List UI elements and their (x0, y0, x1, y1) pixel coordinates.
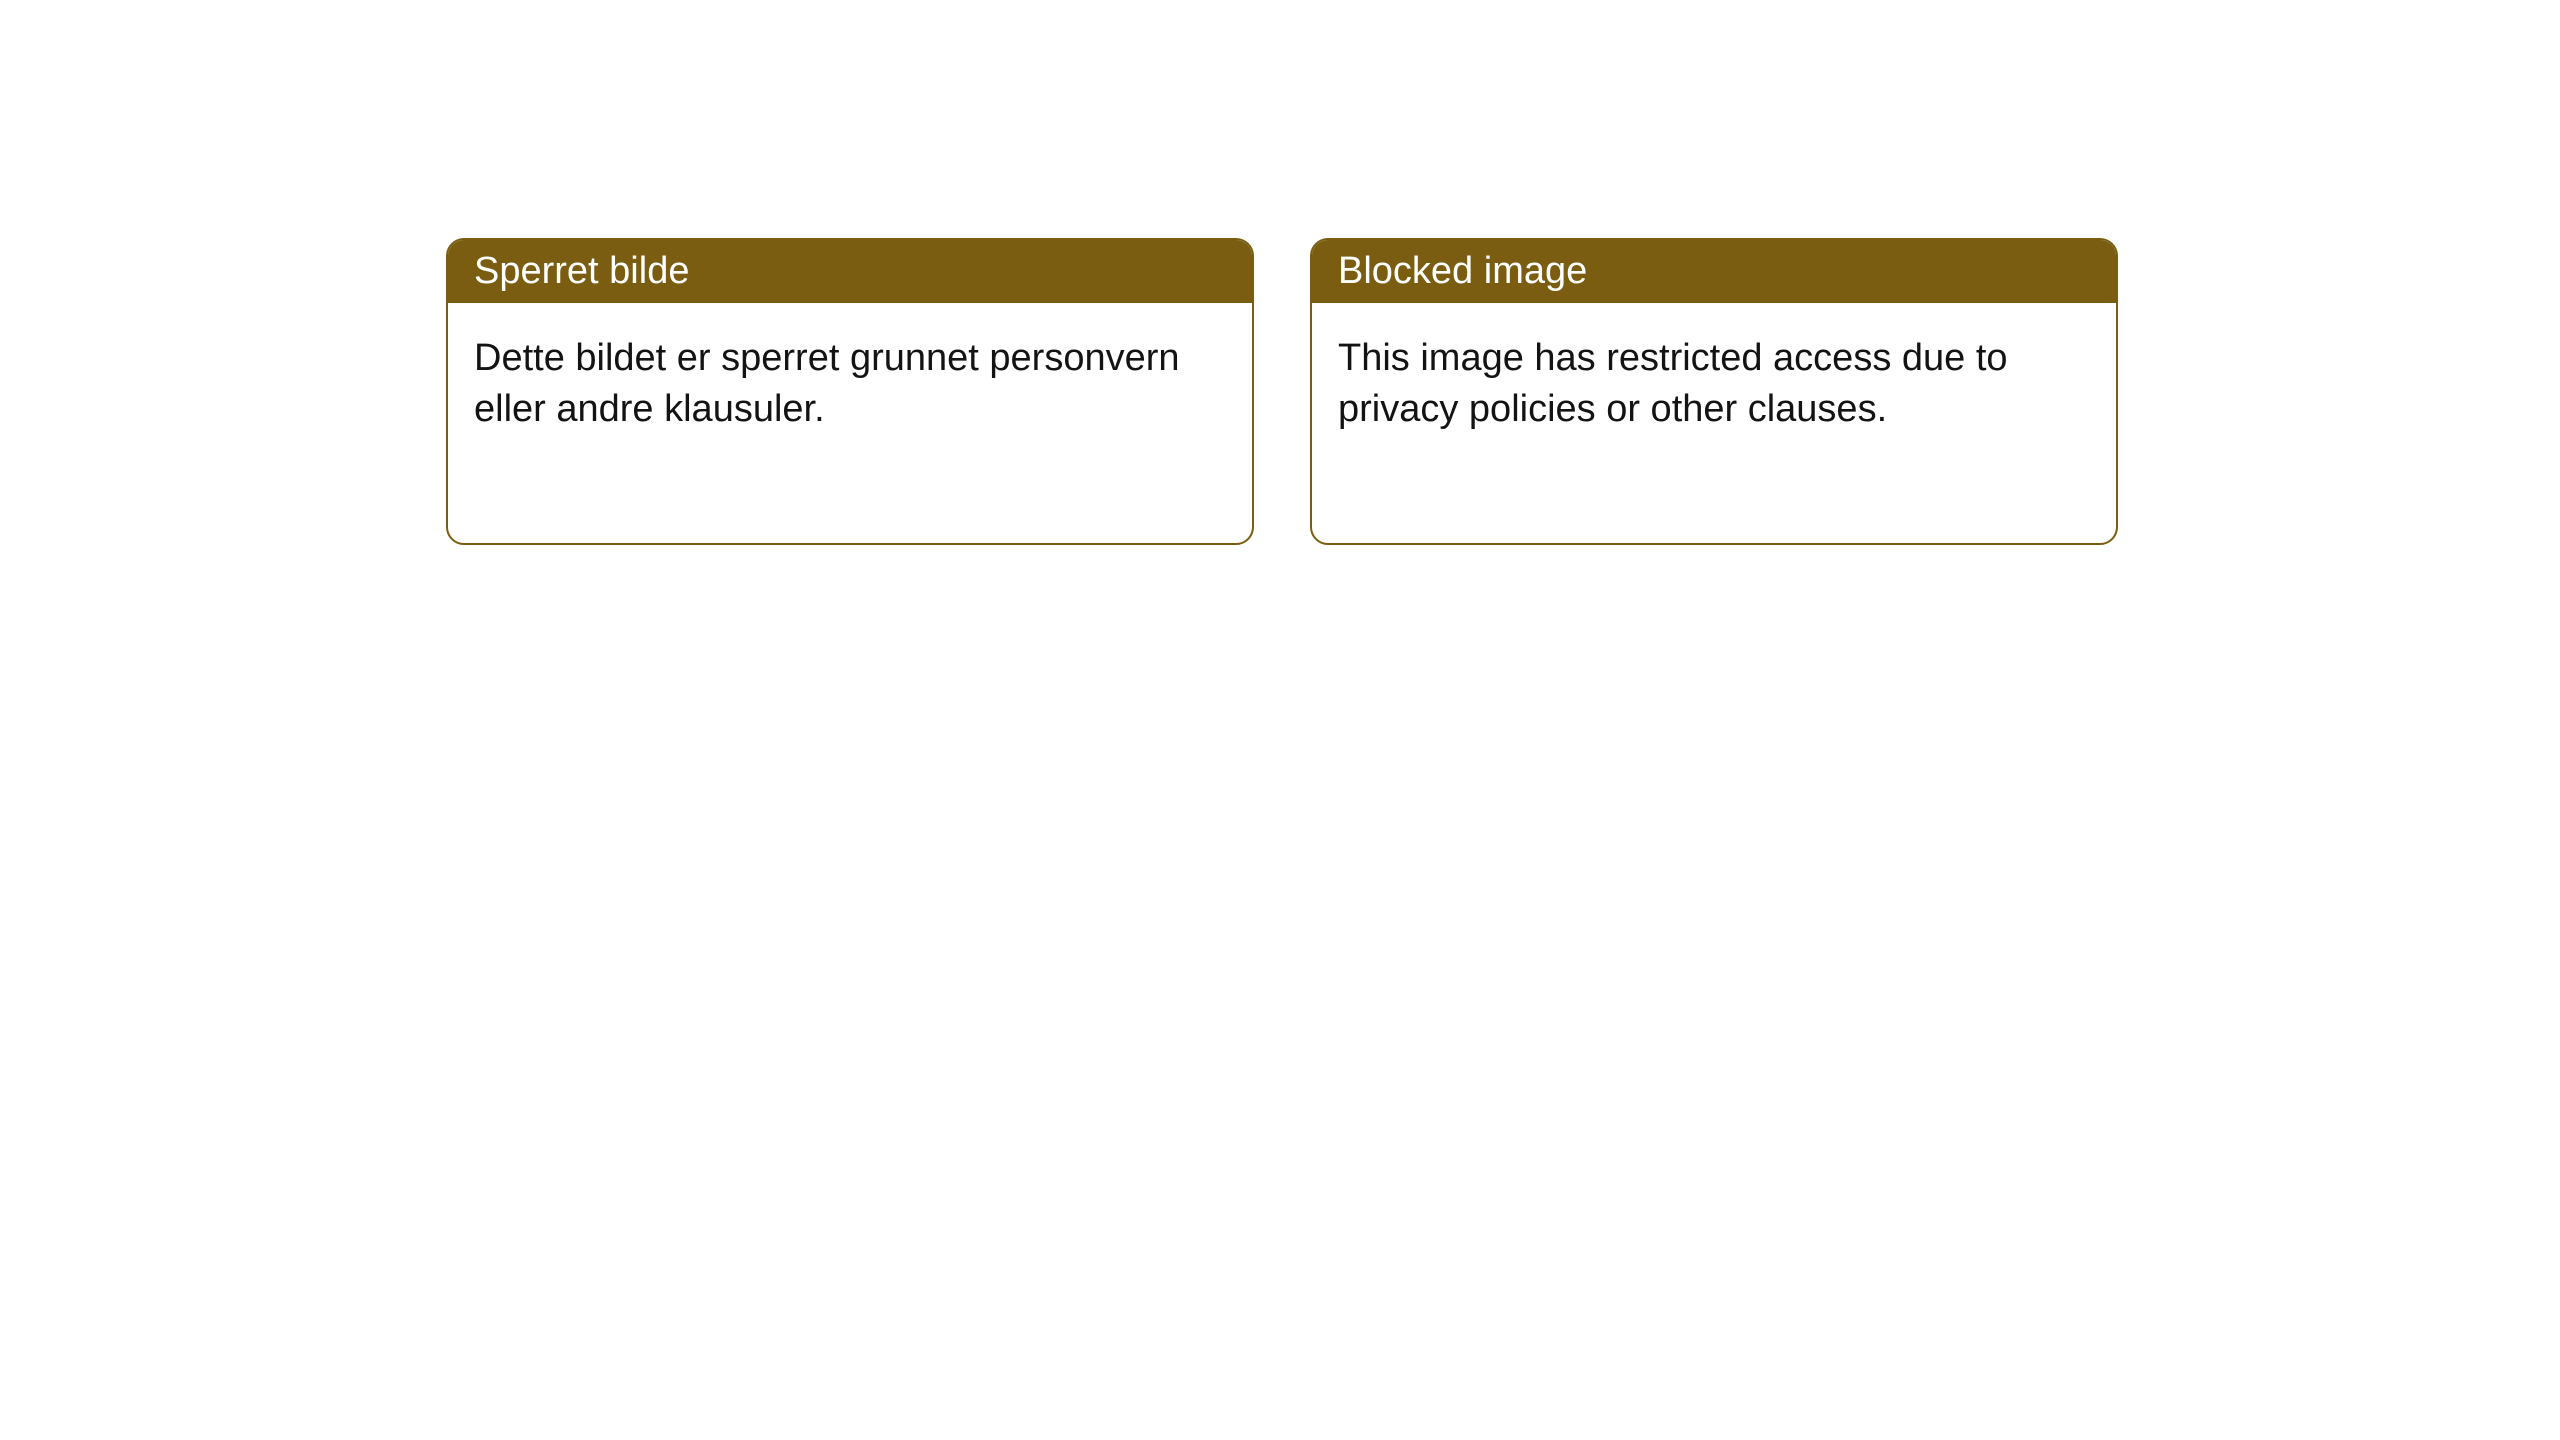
card-header: Sperret bilde (448, 240, 1252, 303)
card-title: Blocked image (1338, 250, 1587, 292)
notice-card-norwegian: Sperret bilde Dette bildet er sperret gr… (446, 238, 1254, 545)
card-body: This image has restricted access due to … (1312, 303, 2116, 543)
card-body: Dette bildet er sperret grunnet personve… (448, 303, 1252, 543)
card-body-text: This image has restricted access due to … (1338, 337, 2008, 430)
card-body-text: Dette bildet er sperret grunnet personve… (474, 337, 1180, 430)
notice-card-english: Blocked image This image has restricted … (1310, 238, 2118, 545)
card-title: Sperret bilde (474, 250, 689, 292)
notice-container: Sperret bilde Dette bildet er sperret gr… (0, 0, 2560, 545)
card-header: Blocked image (1312, 240, 2116, 303)
